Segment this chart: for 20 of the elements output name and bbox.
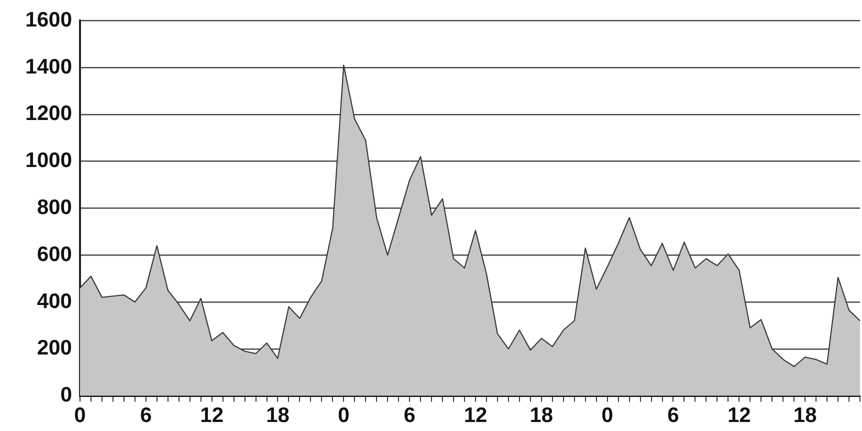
x-tick-label: 18 xyxy=(793,404,818,428)
y-tick-label: 800 xyxy=(36,196,72,219)
x-tick-label: 0 xyxy=(338,404,350,428)
y-tick-label: 1600 xyxy=(25,8,72,32)
y-tick-label: 600 xyxy=(36,242,72,266)
x-tick-label: 18 xyxy=(530,404,554,428)
y-tick-label: 1400 xyxy=(25,55,72,78)
x-tick-label: 6 xyxy=(140,404,152,428)
y-tick-label: 1200 xyxy=(25,102,72,126)
x-tick-label: 6 xyxy=(404,404,416,428)
x-tick-label: 6 xyxy=(667,404,680,428)
x-tick-label: 12 xyxy=(727,404,751,428)
y-tick-label: 0 xyxy=(60,384,72,407)
y-tick-label: 1000 xyxy=(25,149,72,172)
x-tick-label: 12 xyxy=(464,404,488,428)
x-tick-label: 12 xyxy=(200,404,224,428)
y-tick-label: 400 xyxy=(36,290,72,313)
y-tick-label: 200 xyxy=(36,336,72,360)
x-tick-label: 0 xyxy=(601,404,614,428)
x-tick-label: 18 xyxy=(266,404,290,428)
